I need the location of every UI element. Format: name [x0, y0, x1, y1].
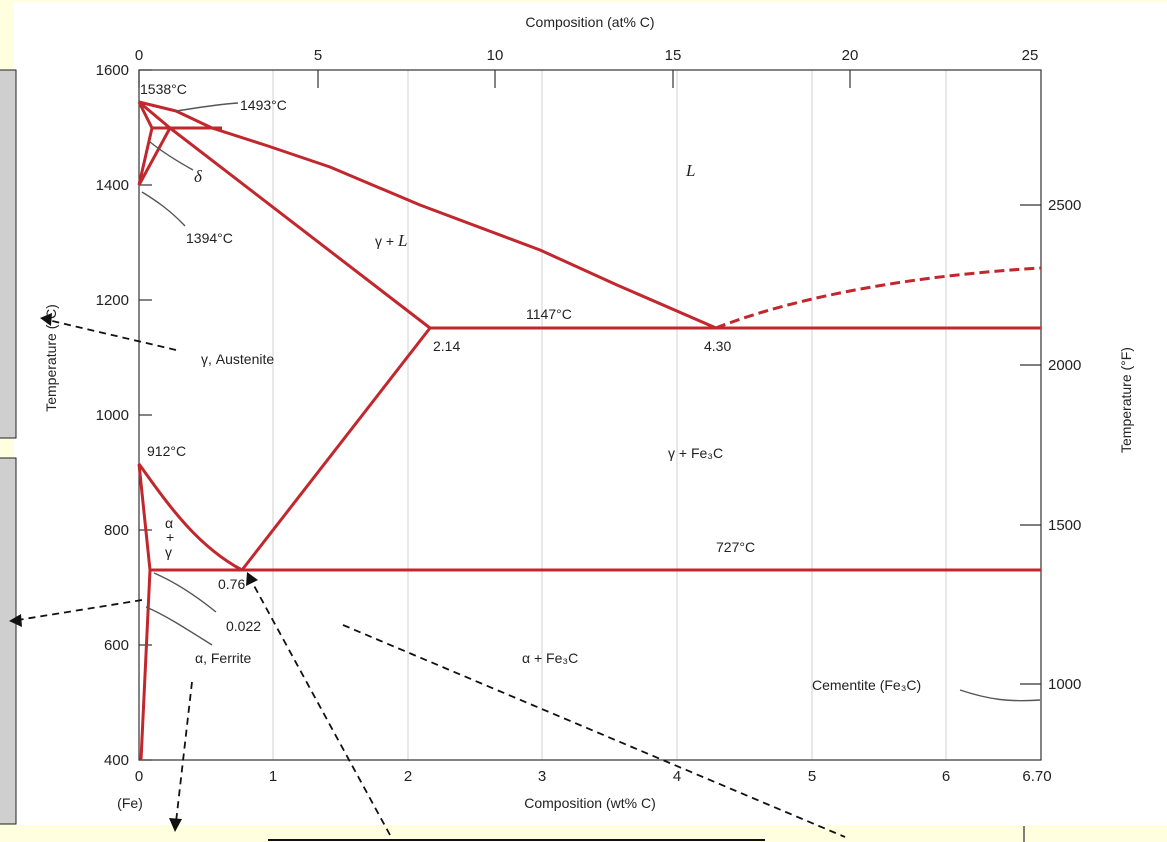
annotation-leaders [141, 102, 1041, 702]
c-tick-1400: 1400 [96, 177, 129, 194]
c-tick-400: 400 [104, 752, 129, 769]
at-tick-0: 0 [135, 47, 143, 64]
c-tick-600: 600 [104, 637, 129, 654]
label-cementite: Cementite (Fe₃C) [812, 677, 921, 693]
label-alpha-gamma-plus: + [166, 529, 174, 545]
c-tick-1000: 1000 [96, 407, 129, 424]
pointer-pearlite [342, 624, 846, 838]
label-gamma-l: γ + L [375, 231, 407, 250]
label-alpha-fe3c: α + Fe₃C [522, 650, 578, 666]
label-1493: 1493°C [240, 97, 287, 113]
left-axis-title: Temperature (°C) [43, 304, 59, 412]
wt-tick-670: 6.70 [1022, 768, 1051, 785]
wt-tick-1: 1 [269, 768, 277, 785]
delta-gamma-boundary-a [137, 127, 154, 186]
wt-tick-0: 0 [135, 768, 143, 785]
plot-frame [138, 69, 1042, 761]
dashed-pointers [9, 313, 846, 838]
label-alpha-gamma-gamma: γ [165, 544, 172, 560]
label-austenite: γ, Austenite [201, 351, 274, 367]
label-0-022: 0.022 [226, 618, 261, 634]
at-tick-15: 15 [665, 47, 682, 64]
c-tick-1200: 1200 [96, 292, 129, 309]
delta-gamma-boundary-b [137, 127, 172, 186]
wt-tick-6: 6 [942, 768, 950, 785]
pointer-eutectoid [251, 581, 391, 836]
f-tick-1500: 1500 [1048, 517, 1081, 534]
top-axis-title: Composition (at% C) [525, 14, 654, 30]
label-912: 912°C [147, 443, 186, 459]
acm-line [240, 327, 432, 571]
f-tick-2500: 2500 [1048, 197, 1081, 214]
right-ticks [1020, 204, 1041, 685]
a3-line [137, 463, 243, 572]
at-tick-25: 25 [1022, 47, 1039, 64]
label-alpha-gamma-alpha: α [165, 515, 173, 531]
phase-boundaries [137, 100, 1042, 761]
label-gamma-fe3c: γ + Fe₃C [668, 445, 723, 461]
wt-tick-5: 5 [808, 768, 816, 785]
pointer-ferrite [17, 599, 143, 621]
plot-panel [14, 2, 1167, 825]
c-tick-800: 800 [104, 522, 129, 539]
wt-tick-3: 3 [538, 768, 546, 785]
f-tick-2000: 2000 [1048, 357, 1081, 374]
at-tick-5: 5 [314, 47, 322, 64]
alpha-solvus [139, 569, 152, 761]
label-727: 727°C [716, 539, 755, 555]
label-1538: 1538°C [140, 81, 187, 97]
label-delta: δ [194, 167, 203, 186]
wt-tick-2: 2 [404, 768, 412, 785]
label-liquid: L [685, 161, 695, 180]
top-ticks [138, 70, 851, 88]
label-4-30: 4.30 [704, 338, 731, 354]
at-tick-20: 20 [842, 47, 859, 64]
fe-label: (Fe) [117, 795, 143, 811]
wt-tick-4: 4 [673, 768, 681, 785]
f-tick-1000: 1000 [1048, 676, 1081, 693]
liquidus-dashed [715, 266, 1042, 330]
grid-lines [272, 70, 947, 760]
label-2-14: 2.14 [433, 338, 460, 354]
label-ferrite: α, Ferrite [195, 650, 252, 666]
label-1394: 1394°C [186, 230, 233, 246]
pointer-austenite [47, 319, 177, 351]
austenite-solidus [169, 126, 431, 330]
label-1147: 1147°C [526, 306, 572, 322]
bottom-axis-title: Composition (wt% C) [524, 795, 655, 811]
delta-solidus [138, 100, 171, 130]
c-tick-1600: 1600 [96, 62, 129, 79]
liquidus-line [138, 100, 717, 330]
ferrite-micrograph-inset [0, 457, 17, 825]
alpha-gamma-boundary [137, 463, 152, 571]
austenite-micrograph-inset [0, 69, 17, 439]
at-tick-10: 10 [487, 47, 504, 64]
label-0-76: 0.76 [218, 576, 245, 592]
right-axis-title: Temperature (°F) [1118, 347, 1134, 453]
pointer-alpha [175, 681, 193, 823]
